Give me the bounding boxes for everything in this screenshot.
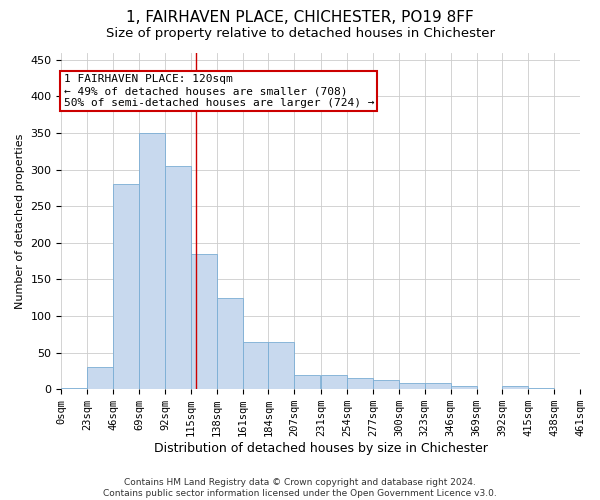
Text: Contains HM Land Registry data © Crown copyright and database right 2024.
Contai: Contains HM Land Registry data © Crown c… <box>103 478 497 498</box>
Text: 1 FAIRHAVEN PLACE: 120sqm
← 49% of detached houses are smaller (708)
50% of semi: 1 FAIRHAVEN PLACE: 120sqm ← 49% of detac… <box>64 74 374 108</box>
Bar <box>528 388 554 389</box>
Bar <box>87 368 113 389</box>
Bar <box>451 386 476 389</box>
Bar <box>373 380 399 389</box>
Bar <box>61 388 87 389</box>
Bar <box>268 342 294 389</box>
Bar <box>399 384 425 389</box>
Bar <box>165 166 191 389</box>
Bar <box>113 184 139 389</box>
Bar <box>321 374 347 389</box>
Text: 1, FAIRHAVEN PLACE, CHICHESTER, PO19 8FF: 1, FAIRHAVEN PLACE, CHICHESTER, PO19 8FF <box>126 10 474 25</box>
Bar <box>242 342 268 389</box>
Bar <box>502 386 528 389</box>
Bar <box>139 133 165 389</box>
Bar <box>294 374 320 389</box>
Bar <box>217 298 242 389</box>
Bar <box>425 384 451 389</box>
Bar <box>191 254 217 389</box>
Y-axis label: Number of detached properties: Number of detached properties <box>15 133 25 308</box>
Text: Size of property relative to detached houses in Chichester: Size of property relative to detached ho… <box>106 28 494 40</box>
X-axis label: Distribution of detached houses by size in Chichester: Distribution of detached houses by size … <box>154 442 488 455</box>
Bar <box>347 378 373 389</box>
